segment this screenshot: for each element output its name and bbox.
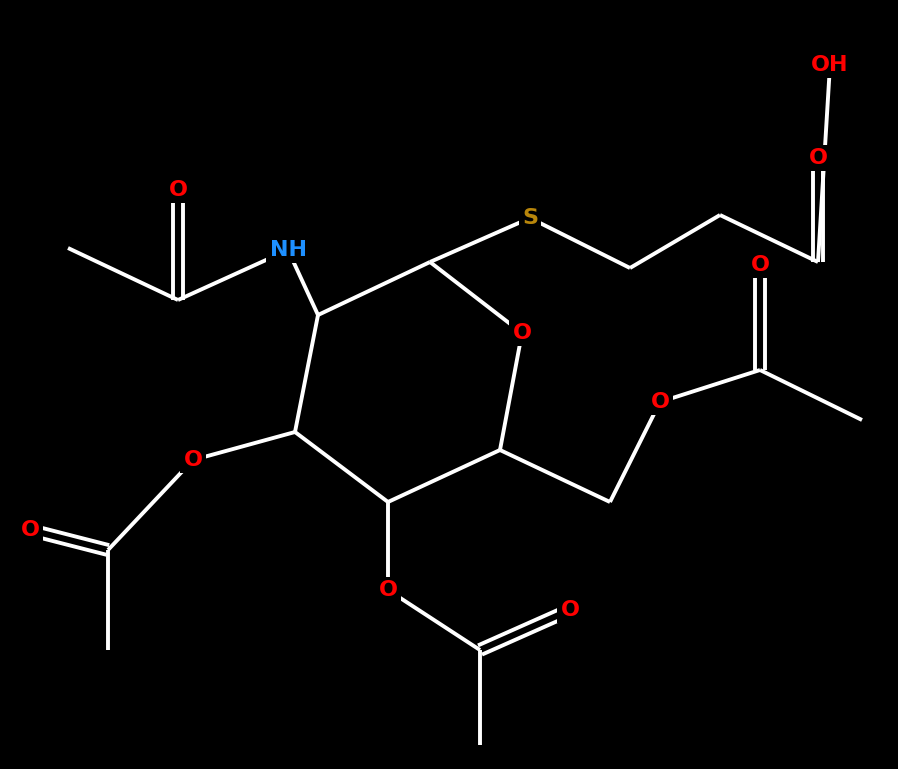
Text: O: O	[513, 323, 532, 343]
Text: O: O	[560, 600, 579, 620]
Text: S: S	[522, 208, 538, 228]
Text: O: O	[169, 180, 188, 200]
Text: O: O	[751, 255, 770, 275]
Text: O: O	[808, 148, 827, 168]
Text: O: O	[378, 580, 398, 600]
Text: O: O	[183, 450, 203, 470]
Text: OH: OH	[811, 55, 849, 75]
Text: NH: NH	[269, 240, 306, 260]
Text: O: O	[650, 392, 670, 412]
Text: O: O	[21, 520, 40, 540]
